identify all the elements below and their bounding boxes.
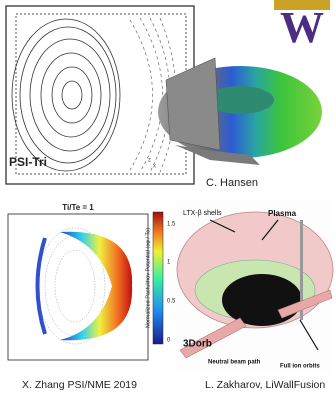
axis-label: z: [148, 158, 151, 164]
caption: C. Hansen: [206, 177, 258, 189]
annotation: LTX-β shells: [183, 210, 222, 217]
panel-label: PSI-Tri: [9, 155, 47, 169]
annotation: Plasma: [268, 209, 297, 218]
colorbar-tick: 1.5: [167, 222, 176, 228]
colorbar-tick: 1: [167, 260, 171, 266]
panel-title: Ti/Te = 1: [62, 203, 94, 212]
axis-label: x: [153, 164, 156, 170]
annotation: 3Dorb: [183, 339, 212, 350]
logo-text: W: [280, 3, 324, 52]
colorbar-label: Normalized Pastukhov Potential (eφ / Te): [145, 228, 151, 328]
colorbar-tick: 0.5: [167, 299, 176, 305]
device-panel: LTX-β shells Plasma 3Dorb Neutral beam p…: [176, 200, 333, 391]
caption: L. Zakharov, LiWallFusion: [205, 379, 325, 391]
collage: PSI-Tri W z x C. Hansen Ti/Te = 1 1.5 1 …: [0, 0, 336, 394]
colorbar-tick: 0: [167, 338, 171, 344]
potential-panel: Ti/Te = 1 1.5 1 0.5 0 Normalized Pastukh…: [8, 203, 176, 391]
logo: W: [274, 0, 330, 52]
annotation: Full ion orbits: [280, 364, 320, 370]
caption: X. Zhang PSI/NME 2019: [22, 379, 137, 391]
annotation: Neutral beam path: [208, 360, 261, 366]
